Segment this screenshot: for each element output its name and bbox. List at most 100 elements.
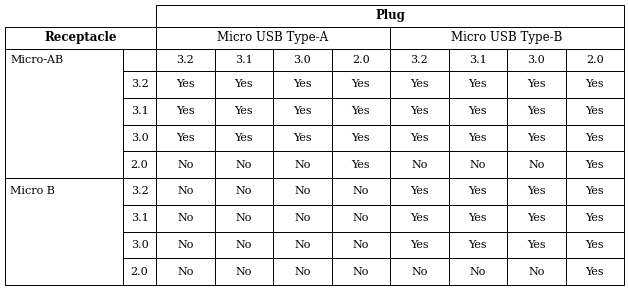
- Text: Yes: Yes: [585, 106, 604, 116]
- Bar: [156, 27, 390, 49]
- Bar: [448, 124, 507, 151]
- Text: No: No: [236, 213, 252, 223]
- Text: Yes: Yes: [527, 133, 546, 143]
- Text: 2.0: 2.0: [131, 160, 148, 170]
- Text: Yes: Yes: [293, 106, 311, 116]
- Bar: [5, 49, 123, 178]
- Bar: [156, 205, 215, 232]
- Bar: [273, 71, 332, 98]
- Bar: [507, 258, 565, 285]
- Bar: [123, 205, 156, 232]
- Text: No: No: [294, 213, 310, 223]
- Text: 3.2: 3.2: [176, 55, 194, 65]
- Text: Micro-AB: Micro-AB: [10, 55, 63, 65]
- Bar: [156, 71, 215, 98]
- Bar: [215, 258, 273, 285]
- Text: 2.0: 2.0: [586, 55, 604, 65]
- Bar: [507, 71, 565, 98]
- Text: No: No: [294, 160, 310, 170]
- Text: No: No: [470, 267, 486, 277]
- Bar: [156, 178, 215, 205]
- Bar: [332, 151, 390, 178]
- Bar: [565, 232, 624, 258]
- Bar: [215, 151, 273, 178]
- Text: No: No: [294, 186, 310, 196]
- Bar: [507, 49, 565, 71]
- Text: 3.0: 3.0: [131, 240, 148, 250]
- Bar: [565, 205, 624, 232]
- Text: Yes: Yes: [585, 79, 604, 89]
- Text: No: No: [411, 160, 428, 170]
- Bar: [273, 98, 332, 124]
- Text: 3.1: 3.1: [235, 55, 252, 65]
- Text: Yes: Yes: [234, 79, 253, 89]
- Text: 3.2: 3.2: [131, 186, 148, 196]
- Text: No: No: [177, 186, 193, 196]
- Bar: [565, 49, 624, 71]
- Bar: [448, 98, 507, 124]
- Text: Yes: Yes: [410, 213, 428, 223]
- Text: 3.0: 3.0: [293, 55, 311, 65]
- Text: Yes: Yes: [410, 106, 428, 116]
- Bar: [156, 258, 215, 285]
- Bar: [273, 205, 332, 232]
- Text: No: No: [294, 240, 310, 250]
- Bar: [390, 151, 448, 178]
- Bar: [215, 98, 273, 124]
- Bar: [273, 178, 332, 205]
- Bar: [332, 98, 390, 124]
- Text: Yes: Yes: [293, 133, 311, 143]
- Bar: [273, 258, 332, 285]
- Bar: [123, 49, 156, 71]
- Bar: [123, 178, 156, 205]
- Bar: [507, 205, 565, 232]
- Bar: [390, 71, 448, 98]
- Text: No: No: [236, 267, 252, 277]
- Bar: [448, 178, 507, 205]
- Text: 3.1: 3.1: [469, 55, 487, 65]
- Text: Yes: Yes: [527, 106, 546, 116]
- Text: Yes: Yes: [585, 240, 604, 250]
- Text: Yes: Yes: [352, 160, 370, 170]
- Text: Yes: Yes: [176, 79, 195, 89]
- Bar: [507, 232, 565, 258]
- Bar: [273, 151, 332, 178]
- Text: Yes: Yes: [410, 186, 428, 196]
- Text: No: No: [528, 160, 544, 170]
- Text: Plug: Plug: [375, 10, 405, 22]
- Bar: [565, 178, 624, 205]
- Bar: [448, 232, 507, 258]
- Bar: [156, 232, 215, 258]
- Text: Yes: Yes: [352, 79, 370, 89]
- Text: Yes: Yes: [585, 186, 604, 196]
- Bar: [390, 232, 448, 258]
- Text: 3.2: 3.2: [131, 79, 148, 89]
- Text: No: No: [470, 160, 486, 170]
- Text: Yes: Yes: [410, 79, 428, 89]
- Text: No: No: [294, 267, 310, 277]
- Bar: [507, 98, 565, 124]
- Text: Yes: Yes: [585, 133, 604, 143]
- Bar: [390, 178, 448, 205]
- Bar: [332, 232, 390, 258]
- Text: No: No: [352, 213, 369, 223]
- Bar: [448, 71, 507, 98]
- Text: No: No: [177, 160, 193, 170]
- Text: Yes: Yes: [527, 79, 546, 89]
- Text: Yes: Yes: [468, 79, 487, 89]
- Text: Micro USB Type-B: Micro USB Type-B: [452, 31, 563, 45]
- Text: No: No: [236, 186, 252, 196]
- Text: 2.0: 2.0: [131, 267, 148, 277]
- Text: Yes: Yes: [410, 240, 428, 250]
- Bar: [215, 49, 273, 71]
- Bar: [123, 98, 156, 124]
- Bar: [565, 124, 624, 151]
- Text: Yes: Yes: [176, 133, 195, 143]
- Text: No: No: [352, 240, 369, 250]
- Text: Receptacle: Receptacle: [44, 31, 117, 45]
- Bar: [448, 205, 507, 232]
- Bar: [332, 49, 390, 71]
- Text: Yes: Yes: [176, 106, 195, 116]
- Bar: [215, 205, 273, 232]
- Bar: [507, 178, 565, 205]
